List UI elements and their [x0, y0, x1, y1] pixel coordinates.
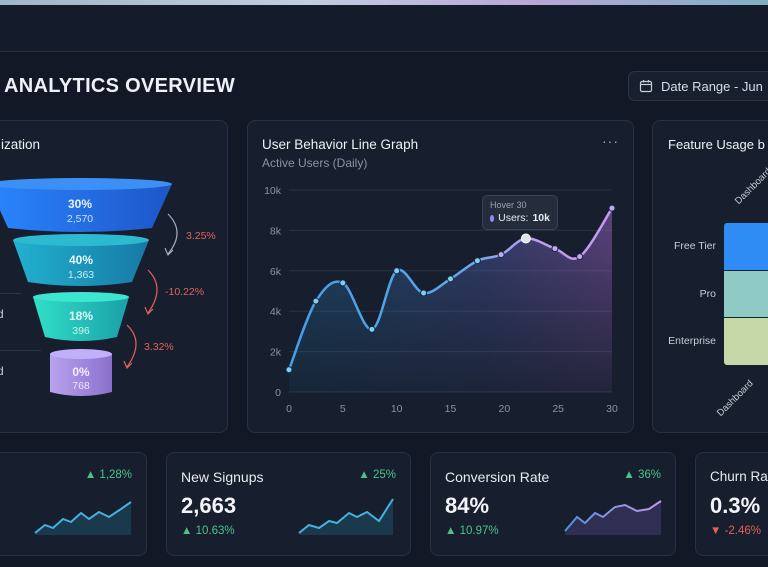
- series-area: [289, 208, 612, 392]
- kpi-value: 2,663: [181, 493, 237, 518]
- transition-arrow: [126, 324, 137, 368]
- data-point[interactable]: [420, 289, 428, 297]
- y-tick-label: 0: [275, 387, 281, 399]
- heatmap-cell-enterprise[interactable]: [724, 318, 768, 365]
- sparkline: [34, 501, 132, 535]
- kpi-value: 84%: [445, 493, 490, 518]
- y-tick-label: 2k: [270, 347, 282, 359]
- data-point[interactable]: [576, 253, 584, 261]
- data-point[interactable]: [339, 279, 347, 287]
- data-point[interactable]: [285, 366, 293, 374]
- funnel-chart: 30% 2,570 40% 1,363 18% 396 0% 768 3.25%…: [0, 178, 216, 396]
- feature-usage-title: Feature Usage b: [668, 137, 765, 152]
- more-horizontal-icon[interactable]: ···: [602, 133, 619, 149]
- x-tick-label: 25: [552, 403, 564, 415]
- kpi-label: Conversion Rate: [445, 469, 550, 485]
- funnel-stage-2[interactable]: 40% 1,363: [13, 234, 149, 286]
- heatmap-cell-pro[interactable]: [724, 271, 768, 317]
- funnel-stage-3[interactable]: 18% 396: [33, 292, 129, 341]
- data-point[interactable]: [520, 233, 531, 244]
- line-chart: 0 2k 4k 6k 8k 10k 0 5 10 15 20 25 30: [264, 185, 618, 415]
- line-chart-subtitle: Active Users (Daily): [262, 156, 368, 170]
- kpi-label: Churn Ra: [710, 469, 768, 484]
- funnel-stage-4[interactable]: 0% 768: [50, 349, 112, 396]
- transition-label: 3.25%: [186, 230, 216, 242]
- col-label-top: Dashboard: [733, 166, 768, 207]
- date-range-label: Date Range - Jun: [661, 78, 763, 94]
- funnel-stage-percent: 18%: [69, 309, 93, 323]
- heatmap-row-label: Enterprise: [668, 335, 716, 347]
- kpi-value: 0.3%: [710, 493, 761, 518]
- sparkline: [298, 498, 394, 535]
- data-point[interactable]: [447, 275, 454, 283]
- x-tick-label: 15: [445, 403, 457, 415]
- data-point[interactable]: [497, 251, 505, 259]
- y-tick-label: 4k: [270, 306, 282, 318]
- funnel-stage-percent: 0%: [72, 365, 90, 379]
- kpi-subdelta: ▼ -2.46%: [710, 525, 762, 537]
- top-gradient-bar: [0, 0, 768, 5]
- x-tick-label: 20: [498, 403, 510, 415]
- kpi-label: New Signups: [181, 469, 264, 485]
- kpi-delta: ▲ 36%: [623, 469, 661, 481]
- funnel-stage-count: 2,570: [67, 213, 93, 225]
- kpi-subdelta: ▲ 10.63%: [181, 525, 235, 537]
- data-point[interactable]: [551, 245, 559, 253]
- kpi-card-churn-rate: Churn Ra 0.3% ▼ -2.46%: [695, 452, 768, 556]
- x-tick-label: 10: [391, 403, 403, 415]
- kpi-delta: ▲ 25%: [358, 469, 396, 481]
- funnel-side-label: d: [0, 364, 4, 378]
- y-tick-label: 6k: [270, 266, 282, 278]
- data-point[interactable]: [608, 204, 616, 212]
- x-tick-label: 30: [606, 403, 618, 415]
- funnel-stage-percent: 40%: [69, 253, 93, 267]
- funnel-stage-percent: 30%: [68, 197, 92, 211]
- y-tick-label: 8k: [270, 225, 282, 237]
- heatmap-row-label: Free Tier: [673, 240, 716, 252]
- x-tick-label: 5: [340, 403, 346, 415]
- data-point[interactable]: [393, 267, 401, 275]
- sparkline: [564, 500, 662, 535]
- funnel-stage-count: 1,363: [68, 269, 94, 281]
- page-title: ANALYTICS OVERVIEW: [4, 75, 235, 97]
- x-tick-label: 0: [286, 403, 292, 415]
- line-chart-title: User Behavior Line Graph: [262, 137, 419, 152]
- tooltip-label: Users:: [498, 212, 529, 224]
- funnel-divider: [0, 350, 41, 351]
- y-tick-label: 10k: [264, 185, 282, 197]
- tooltip-value: 10k: [532, 212, 550, 224]
- heatmap-cell-free-tier[interactable]: [724, 223, 768, 270]
- chart-tooltip: Hover 30 Users: 10k: [482, 195, 558, 230]
- data-point[interactable]: [473, 257, 481, 265]
- heatmap-row-label: Pro: [699, 288, 716, 300]
- kpi-card: ▲ 1,28%: [0, 452, 147, 556]
- date-range-button[interactable]: Date Range - Jun: [628, 71, 768, 101]
- transition-label: 3.32%: [144, 341, 174, 353]
- data-point[interactable]: [368, 325, 376, 333]
- tooltip-title: Hover 30: [490, 200, 527, 210]
- transition-arrow: [167, 213, 178, 255]
- transition-label: -10.22%: [165, 286, 204, 298]
- funnel-divider: [0, 293, 21, 294]
- calendar-icon: [639, 80, 653, 93]
- data-point[interactable]: [312, 297, 320, 305]
- app-header: [0, 5, 768, 52]
- tooltip-dot-icon: [490, 214, 495, 222]
- funnel-side-label: d: [0, 307, 4, 321]
- transition-arrow: [147, 269, 158, 314]
- funnel-stage-count: 768: [72, 380, 90, 392]
- funnel-title: ization: [1, 137, 41, 152]
- funnel-stage-1[interactable]: 30% 2,570: [0, 178, 172, 232]
- feature-usage-card: Feature Usage b Dashboard Dashboard Free…: [652, 120, 768, 433]
- col-label-bottom: Dashboard: [715, 378, 756, 419]
- kpi-subdelta: ▲ 10.97%: [445, 525, 499, 537]
- kpi-card-new-signups: New Signups ▲ 25% 2,663 ▲ 10.63%: [166, 452, 411, 556]
- kpi-card-conversion-rate: Conversion Rate ▲ 36% 84% ▲ 10.97%: [430, 452, 676, 556]
- funnel-stage-count: 396: [72, 325, 90, 337]
- kpi-delta: ▲ 1,28%: [84, 469, 132, 481]
